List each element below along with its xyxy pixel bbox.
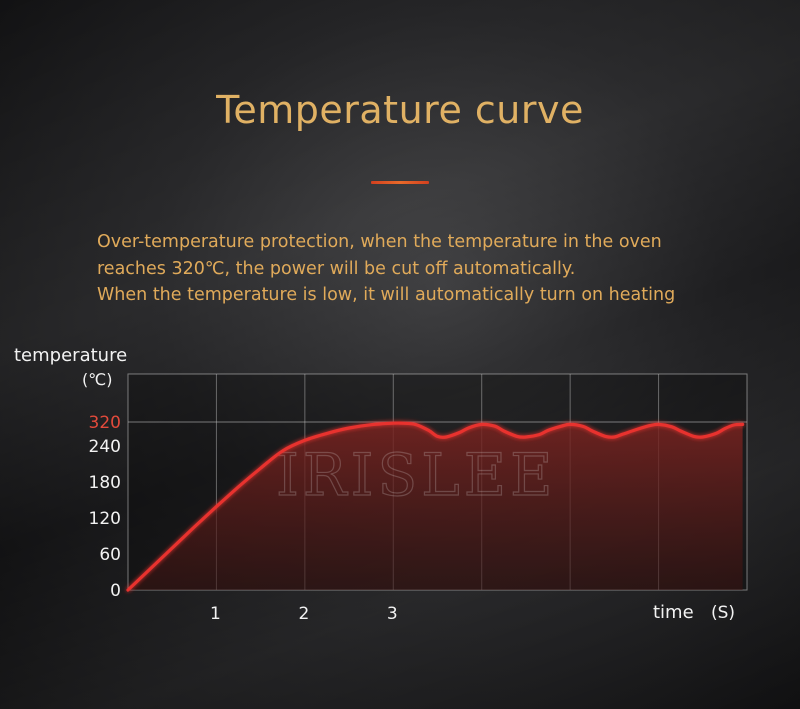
page-title: Temperature curve	[216, 88, 584, 132]
x-tick-label: 3	[387, 604, 398, 624]
x-tick-labels: 1 2 3	[210, 604, 398, 624]
description-line-1: Over-temperature protection, when the te…	[97, 232, 662, 252]
y-tick-label: 240	[89, 437, 121, 457]
y-tick-label: 60	[99, 545, 121, 565]
y-tick-label: 180	[89, 473, 121, 493]
title-underline	[371, 181, 429, 184]
y-axis-unit: (℃)	[82, 370, 113, 389]
temperature-curve-line	[126, 421, 745, 592]
y-tick-label: 120	[89, 509, 121, 529]
description-line-2: reaches 320℃, the power will be cut off …	[97, 258, 576, 279]
y-tick-label: 320	[89, 413, 121, 433]
x-tick-label: 1	[210, 604, 221, 624]
x-axis-unit: (S)	[711, 603, 736, 623]
description-line-3: When the temperature is low, it will aut…	[97, 285, 676, 305]
curve-area-fill	[128, 423, 743, 590]
y-tick-label: 0	[110, 581, 121, 601]
y-axis-label: temperature	[14, 345, 128, 366]
watermark-text: IRISLEE	[276, 441, 556, 509]
x-tick-label: 2	[298, 604, 309, 624]
x-axis-label: time	[653, 602, 694, 623]
description: Over-temperature protection, when the te…	[97, 229, 777, 309]
y-tick-labels: 0 60 120 180 240 320	[89, 413, 121, 601]
